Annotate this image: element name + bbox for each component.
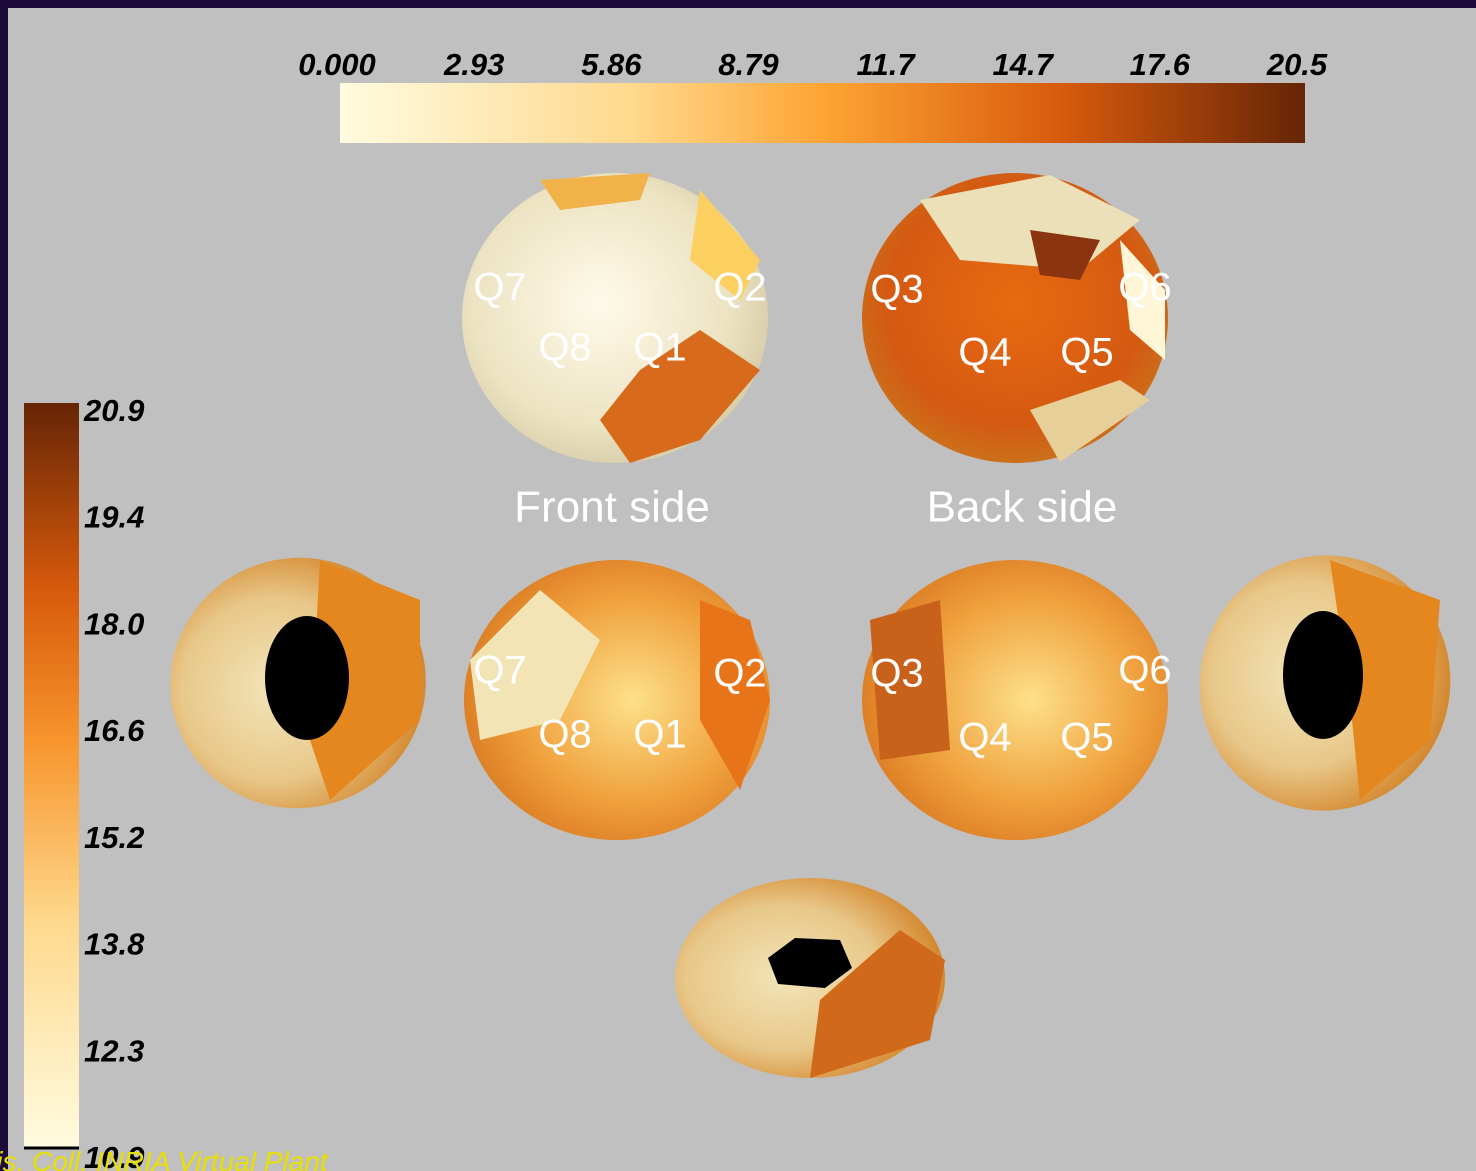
tick-label: 13.8 <box>84 927 145 962</box>
tick-label: 18.0 <box>84 606 144 641</box>
top-colorbar-ticks: 0.000 2.93 5.86 8.79 11.7 14.7 17.6 20.5 <box>298 47 1328 82</box>
patch <box>1030 230 1100 280</box>
quadrant-labels: Q7 Q2 Q8 Q1 Q3 Q6 Q4 Q5 Q7 Q2 Q8 Q1 Q3 Q6 Q4 Q5 <box>473 266 1171 760</box>
tick-label: 16.6 <box>84 713 145 748</box>
tick-label: 12.3 <box>84 1033 144 1068</box>
quadrant-label: Q1 <box>633 326 686 370</box>
patch <box>810 930 945 1078</box>
quadrant-label: Q8 <box>538 713 591 757</box>
patch <box>310 560 420 800</box>
tick-label: 17.6 <box>1130 47 1191 82</box>
patch <box>1120 240 1165 360</box>
quadrant-label: Q2 <box>713 652 766 696</box>
quadrant-label: Q6 <box>1118 266 1171 310</box>
patch <box>700 600 770 790</box>
core <box>1283 611 1363 739</box>
caption: Back side <box>927 483 1118 532</box>
tick-label: 11.7 <box>857 47 917 82</box>
tick-label: 15.2 <box>84 820 144 855</box>
quadrant-label: Q5 <box>1060 331 1113 375</box>
quadrant-label: Q4 <box>958 331 1011 375</box>
quadrant-label: Q8 <box>538 326 591 370</box>
patch <box>470 590 600 740</box>
quadrant-label: Q5 <box>1060 716 1113 760</box>
quadrant-label: Q1 <box>633 713 686 757</box>
quadrant-label: Q7 <box>473 649 526 693</box>
tick-label: 19.4 <box>84 500 144 535</box>
tick-label: 2.93 <box>443 47 504 82</box>
quadrant-label: Q3 <box>870 652 923 696</box>
patch <box>690 190 760 300</box>
quadrant-label: Q7 <box>473 266 526 310</box>
patch <box>870 600 950 760</box>
quadrant-label: Q3 <box>870 268 923 312</box>
top-colorbar <box>340 83 1305 143</box>
tick-label: 10.9 <box>84 1140 145 1171</box>
tick-label: 0.000 <box>298 47 376 82</box>
caption: Front side <box>514 483 710 532</box>
patch <box>1330 560 1440 800</box>
patch <box>1030 380 1150 462</box>
left-colorbar <box>24 403 79 1148</box>
tick-label: 8.79 <box>718 47 779 82</box>
quadrant-label: Q6 <box>1118 649 1171 693</box>
quadrant-label: Q2 <box>713 266 766 310</box>
core <box>265 616 349 740</box>
core <box>768 938 852 988</box>
footer: lis, Coll. INRIA Virtual Plant <box>0 1146 329 1171</box>
tick-label: 5.86 <box>581 47 642 82</box>
left-colorbar-ticks: 20.9 19.4 18.0 16.6 15.2 13.8 12.3 10.9 <box>83 393 145 1171</box>
patch <box>600 330 760 463</box>
patch <box>540 173 650 210</box>
tick-label: 14.7 <box>993 47 1055 82</box>
tick-label: 20.9 <box>83 393 145 428</box>
quadrant-label: Q4 <box>958 716 1011 760</box>
tick-label: 20.5 <box>1266 47 1328 82</box>
